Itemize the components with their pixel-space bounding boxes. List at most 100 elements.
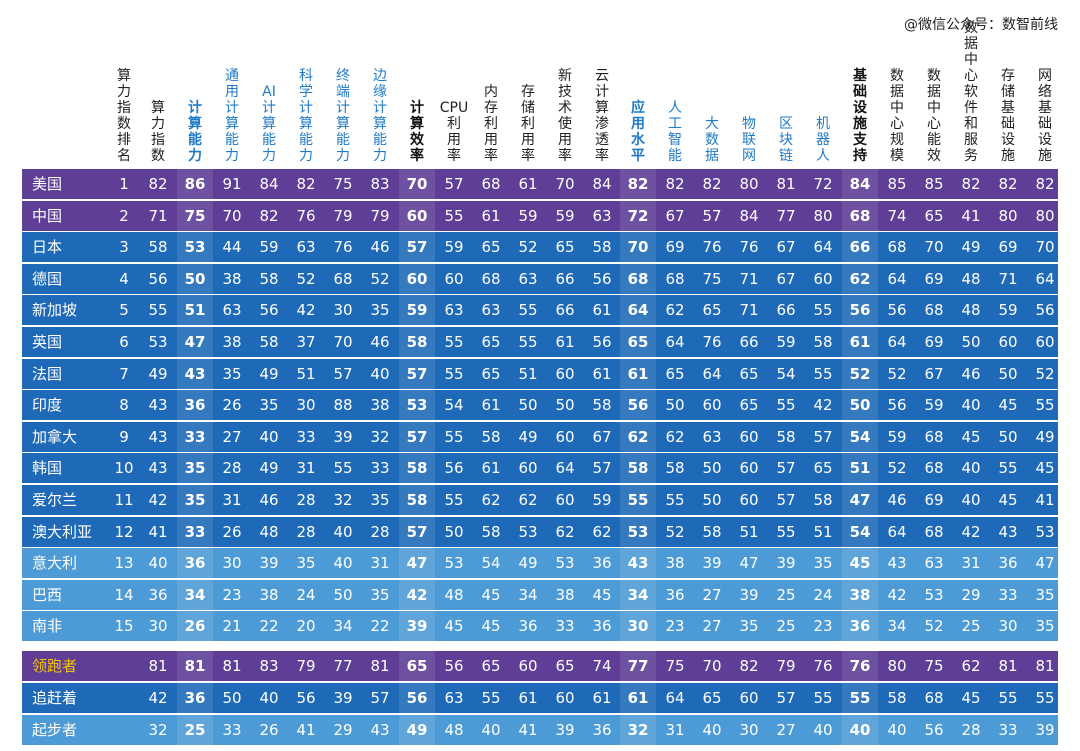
table-cell: 2 [119, 207, 129, 225]
table-cell: 53 [518, 523, 538, 541]
table-cell: 40 [259, 428, 279, 446]
table-cell: 8 [119, 396, 129, 414]
table-cell: 71 [739, 270, 759, 288]
table-cell: 52 [887, 459, 907, 477]
table-cell: 42 [887, 586, 907, 604]
table-cell: 50 [665, 396, 685, 414]
highlight-band [399, 232, 435, 262]
table-cell: 60 [406, 207, 428, 225]
table-cell: 56 [444, 657, 464, 675]
table-cell: 52 [849, 365, 871, 383]
table-cell: 64 [887, 270, 907, 288]
column-header-char: 络 [1038, 84, 1052, 100]
table-cell: 56 [406, 689, 428, 707]
highlight-band [177, 485, 213, 515]
column-header-char: 存 [521, 84, 535, 100]
column-header-char: 能 [188, 132, 202, 148]
table-cell: 45 [998, 396, 1018, 414]
table-row: 爱尔兰 11 42 35 31 46 28 32 35 58 55 62 62 60 59 55 55 50 60 5… [22, 485, 1058, 515]
table-cell: 63 [444, 301, 464, 319]
table-cell: 50 [222, 689, 242, 707]
row-label: 爱尔兰 [32, 491, 78, 509]
column-header-char: 率 [447, 148, 461, 164]
table-cell: 52 [370, 270, 390, 288]
table-cell: 48 [961, 301, 981, 319]
column-header-char: 区 [779, 116, 793, 132]
table-cell: 80 [887, 657, 907, 675]
table-cell: 53 [555, 554, 575, 572]
table-cell: 57 [592, 459, 612, 477]
table-cell: 82 [148, 175, 168, 193]
table-cell: 61 [518, 175, 538, 193]
table-cell: 60 [555, 491, 575, 509]
column-header-char: 中 [927, 100, 941, 116]
highlight-band [399, 390, 435, 420]
table-cell: 21 [222, 617, 242, 635]
table-cell: 65 [555, 238, 575, 256]
highlight-band [399, 580, 435, 610]
column-header-10: 内存利用率 [473, 0, 509, 164]
table-cell: 66 [776, 301, 796, 319]
column-header-3: 通用计算能力 [214, 0, 250, 164]
table-cell: 49 [406, 721, 428, 739]
table-cell: 49 [518, 428, 538, 446]
table-cell: 70 [406, 175, 428, 193]
table-cell: 45 [1035, 459, 1055, 477]
table-cell: 75 [333, 175, 353, 193]
table-cell: 81 [184, 657, 206, 675]
table-cell: 68 [627, 270, 649, 288]
table-cell: 81 [148, 657, 168, 675]
column-header-char: 计 [262, 100, 276, 116]
table-cell: 42 [148, 491, 168, 509]
table-cell: 35 [370, 301, 390, 319]
table-cell: 55 [444, 428, 464, 446]
column-header-row: 算力指数排名算力指数计算能力通用计算能力 AI 计算能力科学计算能力终端计算能力边缘… [22, 0, 1058, 168]
table-cell: 72 [813, 175, 833, 193]
column-header-char: 中 [890, 100, 904, 116]
table-cell: 55 [333, 459, 353, 477]
column-header-char: 物 [742, 116, 756, 132]
table-cell: 40 [961, 459, 981, 477]
column-header-text: 网络基础设施 [1038, 68, 1052, 164]
column-header-char: 心 [964, 68, 978, 84]
column-header-char: 透 [595, 132, 609, 148]
highlight-band [620, 485, 656, 515]
table-cell: 58 [481, 523, 501, 541]
table-cell: 68 [924, 523, 944, 541]
table-cell: 60 [555, 428, 575, 446]
table-cell: 60 [518, 657, 538, 675]
table-cell [106, 715, 142, 745]
table-cell: 65 [555, 657, 575, 675]
column-header-char: 计 [188, 100, 202, 116]
column-header-char: 据 [705, 148, 719, 164]
highlight-band [177, 580, 213, 610]
table-cell: 67 [665, 207, 685, 225]
column-header-char: 指 [151, 132, 165, 148]
table-cell: 49 [1035, 428, 1055, 446]
highlight-band [842, 232, 878, 262]
table-cell: 60 [518, 459, 538, 477]
table-cell: 50 [849, 396, 871, 414]
row-label: 德国 [32, 270, 63, 288]
table-cell: 79 [333, 207, 353, 225]
table-cell: 56 [1035, 301, 1055, 319]
table-cell: 46 [370, 333, 390, 351]
column-header-char: 和 [964, 116, 978, 132]
table-cell: 22 [370, 617, 390, 635]
table-cell: 56 [849, 301, 871, 319]
table-cell: 50 [444, 523, 464, 541]
table-cell: 58 [887, 689, 907, 707]
table-cell: 6 [119, 333, 129, 351]
table-cell: 52 [665, 523, 685, 541]
table-cell: 45 [998, 491, 1018, 509]
table-cell: 38 [370, 396, 390, 414]
table-cell: 52 [887, 365, 907, 383]
row-label: 起步者 [32, 721, 78, 739]
table-cell: 41 [961, 207, 981, 225]
highlight-band [620, 264, 656, 294]
table-cell: 35 [1035, 617, 1055, 635]
table-cell: 43 [998, 523, 1018, 541]
table-cell: 40 [961, 491, 981, 509]
column-header-char: 用 [225, 84, 239, 100]
table-cell: 79 [296, 657, 316, 675]
